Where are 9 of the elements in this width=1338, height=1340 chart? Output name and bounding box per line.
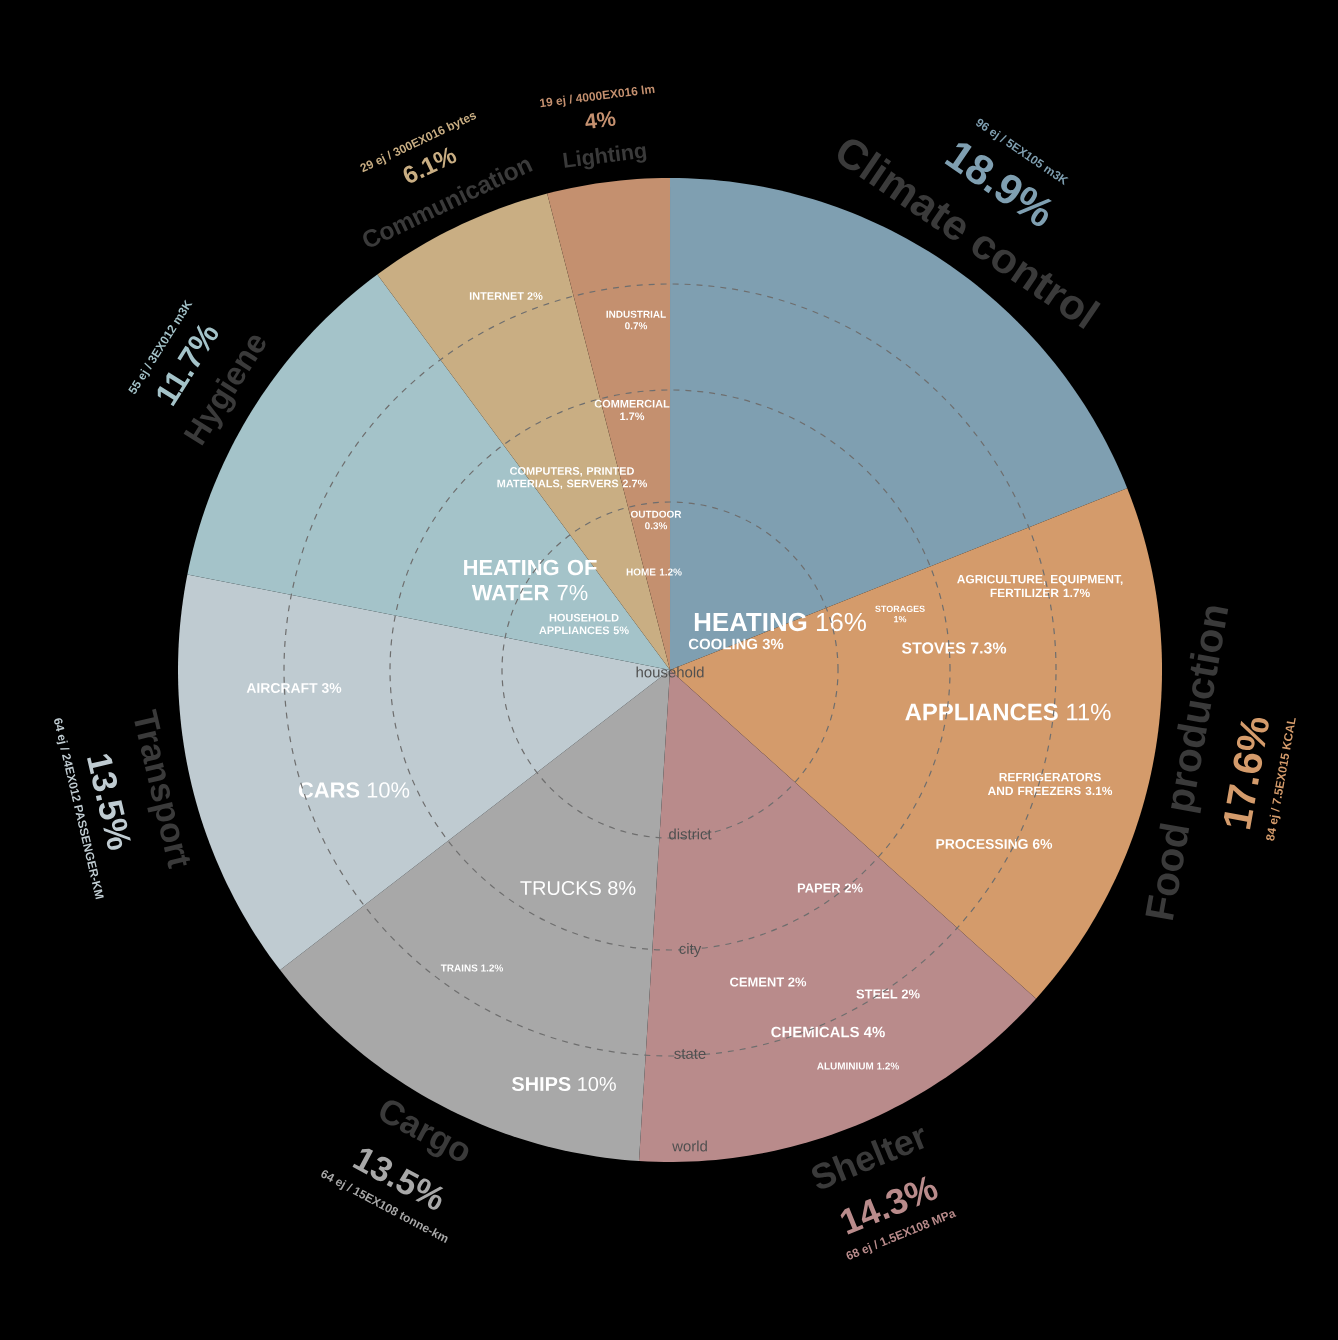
text: CARS 10% [298,782,410,798]
data-label: 17.6% [1223,718,1269,830]
text: APPLIANCES 11% [905,703,1111,721]
text: SHIPS 10% [511,1076,616,1092]
text: HEATING OF WATER 7% [464,559,597,601]
slice-label: Lighting [563,145,647,170]
text: TRUCKS 8% [520,880,636,896]
data-label: 4% [585,111,616,129]
slice-label: Transport [134,708,191,870]
